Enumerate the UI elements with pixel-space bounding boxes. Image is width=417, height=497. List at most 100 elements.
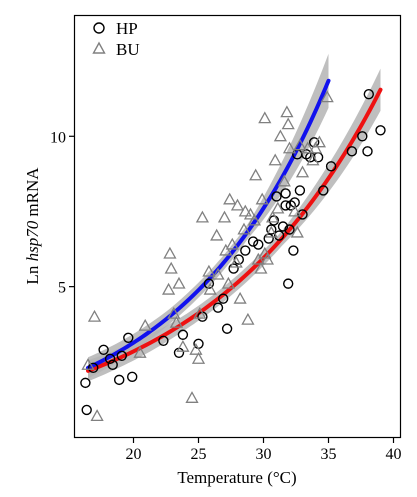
point-hp bbox=[217, 293, 229, 304]
point-hp bbox=[212, 302, 224, 313]
point-bu bbox=[163, 246, 177, 259]
point-bu bbox=[264, 225, 278, 238]
point-bu bbox=[280, 105, 294, 118]
point-hp bbox=[193, 338, 204, 349]
point-hp bbox=[107, 359, 118, 371]
point-bu bbox=[249, 168, 263, 181]
point-hp bbox=[266, 224, 277, 235]
y-tick-label: 5 bbox=[58, 280, 66, 297]
x-tick-label: 20 bbox=[126, 446, 142, 463]
point-bu bbox=[217, 210, 232, 223]
point-hp bbox=[277, 221, 289, 232]
point-hp bbox=[126, 371, 138, 383]
point-hp bbox=[280, 188, 291, 199]
point-bu bbox=[195, 210, 210, 223]
point-bu bbox=[172, 276, 186, 289]
point-hp bbox=[80, 377, 91, 389]
legend: HP BU bbox=[92, 19, 140, 59]
point-bu bbox=[243, 207, 258, 220]
point-bu bbox=[288, 204, 302, 217]
point-bu bbox=[223, 192, 237, 205]
point-bu bbox=[268, 153, 282, 166]
point-hp bbox=[228, 263, 239, 274]
point-bu bbox=[308, 141, 323, 154]
point-hp bbox=[297, 209, 308, 220]
point-hp bbox=[247, 236, 259, 247]
point-bu bbox=[176, 339, 190, 352]
point-bu bbox=[247, 213, 262, 226]
point-bu bbox=[211, 267, 225, 280]
point-hp bbox=[173, 347, 185, 358]
point-bu bbox=[255, 192, 269, 205]
point-bu bbox=[167, 306, 181, 319]
point-hp bbox=[113, 374, 125, 386]
point-hp bbox=[346, 146, 358, 157]
point-bu bbox=[282, 141, 297, 154]
point-hp bbox=[268, 215, 280, 226]
point-bu bbox=[312, 135, 327, 148]
point-hp bbox=[81, 404, 92, 416]
point-bu bbox=[219, 243, 233, 256]
point-bu bbox=[281, 117, 295, 130]
data-points bbox=[80, 88, 386, 422]
point-bu bbox=[293, 138, 307, 151]
fit-line-bu bbox=[86, 78, 331, 370]
legend-label-bu: BU bbox=[116, 40, 140, 59]
point-bu bbox=[301, 141, 315, 154]
point-hp bbox=[221, 323, 233, 334]
point-bu bbox=[265, 210, 280, 223]
legend-triangle-marker bbox=[92, 41, 106, 54]
x-axis-label: Temperature (°C) bbox=[177, 468, 296, 487]
point-hp bbox=[325, 161, 337, 172]
point-hp bbox=[87, 362, 99, 374]
point-hp bbox=[280, 200, 291, 211]
point-bu bbox=[164, 261, 178, 274]
point-hp bbox=[357, 131, 368, 142]
point-bu bbox=[221, 276, 236, 289]
point-bu bbox=[277, 174, 291, 187]
point-hp bbox=[116, 350, 128, 362]
point-hp bbox=[288, 245, 299, 256]
point-bu bbox=[210, 228, 224, 241]
y-tick-label: 10 bbox=[50, 129, 66, 146]
point-bu bbox=[189, 342, 203, 355]
point-bu bbox=[260, 252, 275, 265]
plot-frame bbox=[73, 14, 402, 439]
point-bu bbox=[203, 282, 217, 295]
x-tick-label: 30 bbox=[256, 446, 272, 463]
fit-line-hp bbox=[86, 87, 383, 373]
point-bu bbox=[241, 312, 255, 325]
point-bu bbox=[320, 90, 334, 103]
fit-lines bbox=[86, 78, 383, 373]
point-bu bbox=[230, 198, 245, 211]
point-hp bbox=[363, 88, 374, 100]
legend-circle-marker bbox=[93, 22, 105, 34]
y-axis-label-suffix: mRNA bbox=[23, 167, 42, 221]
point-hp bbox=[284, 224, 295, 235]
point-bu bbox=[254, 261, 268, 274]
point-bu bbox=[161, 282, 176, 295]
x-tick-label: 25 bbox=[191, 446, 207, 463]
point-hp bbox=[253, 239, 264, 250]
point-bu bbox=[258, 111, 272, 124]
x-tick-label: 40 bbox=[386, 446, 402, 463]
point-hp bbox=[271, 191, 282, 202]
point-bu bbox=[238, 204, 252, 217]
point-hp bbox=[273, 230, 285, 241]
point-hp bbox=[375, 125, 386, 136]
point-bu bbox=[225, 237, 239, 250]
point-bu bbox=[87, 309, 102, 322]
point-hp bbox=[104, 353, 116, 365]
point-bu bbox=[193, 306, 207, 319]
point-bu bbox=[202, 264, 216, 277]
point-bu bbox=[169, 315, 184, 328]
point-bu bbox=[90, 409, 104, 422]
point-hp bbox=[158, 335, 169, 346]
legend-label-hp: HP bbox=[116, 19, 138, 38]
point-bu bbox=[237, 222, 251, 235]
point-bu bbox=[191, 351, 206, 364]
y-axis-label: Ln hsp70 mRNA bbox=[23, 167, 42, 285]
confidence-band-bu bbox=[88, 53, 329, 379]
y-axis: 5 10 bbox=[50, 129, 75, 297]
